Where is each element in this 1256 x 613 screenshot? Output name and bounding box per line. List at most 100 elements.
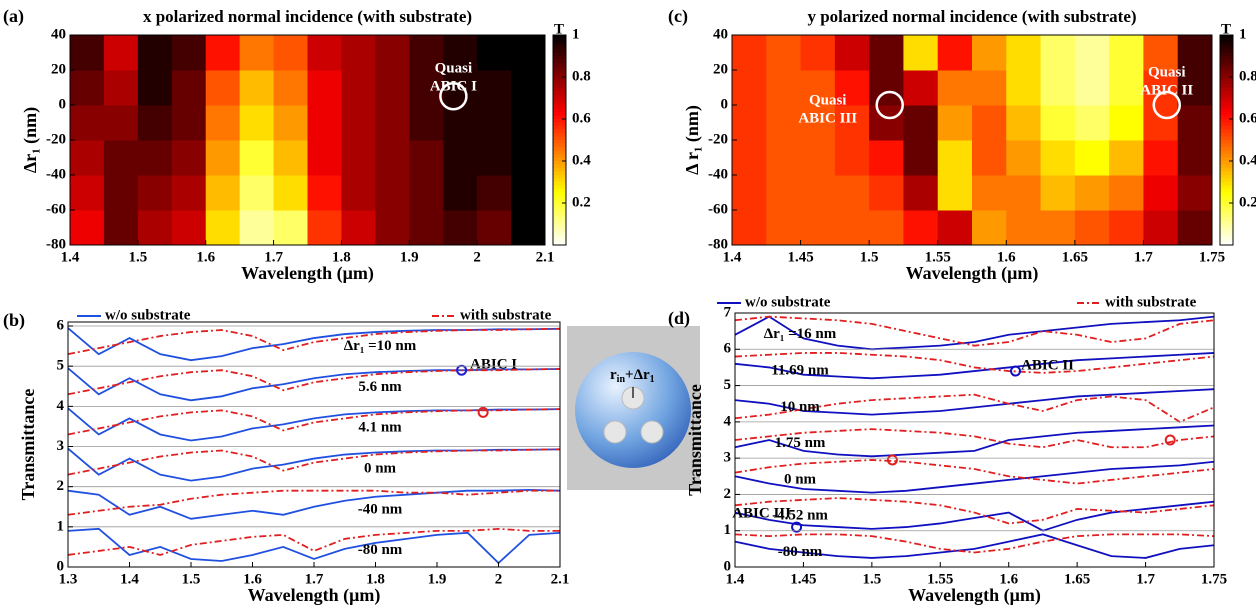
heat-cell bbox=[477, 105, 511, 141]
hole bbox=[604, 421, 626, 443]
heat-cell bbox=[938, 105, 973, 141]
abic-marker bbox=[888, 455, 897, 464]
heat-cell bbox=[732, 70, 767, 106]
heat-cell bbox=[341, 105, 375, 141]
inset: rin+Δr1 bbox=[567, 326, 700, 490]
colorbar-segment bbox=[553, 95, 566, 99]
heat-cell bbox=[70, 175, 104, 211]
y-tick-label: 40 bbox=[713, 26, 728, 42]
colorbar-tick-label: 0.2 bbox=[572, 194, 591, 210]
x-tick-label: 1.75 bbox=[1199, 249, 1225, 265]
colorbar-segment bbox=[553, 88, 566, 92]
heat-cell bbox=[206, 105, 240, 141]
x-tick-label: 1.7 bbox=[1134, 249, 1153, 265]
colorbar-segment bbox=[1220, 214, 1233, 218]
heat-cell bbox=[443, 210, 477, 246]
annotation-text: Quasi bbox=[1148, 64, 1186, 80]
heat-cell bbox=[732, 210, 767, 246]
colorbar-segment bbox=[1220, 119, 1233, 123]
heat-cell bbox=[70, 70, 104, 106]
heat-cell bbox=[801, 140, 836, 176]
heat-cell bbox=[443, 105, 477, 141]
heat-cell bbox=[70, 140, 104, 176]
trace-line bbox=[68, 369, 560, 394]
colorbar-segment bbox=[553, 84, 566, 88]
x-tick-label: 1.45 bbox=[787, 249, 813, 265]
heat-cell bbox=[138, 70, 172, 106]
annotation-text: Quasi bbox=[809, 92, 847, 108]
colorbar-segment bbox=[1220, 172, 1233, 176]
heat-cell bbox=[172, 105, 206, 141]
colorbar-segment bbox=[553, 140, 566, 144]
heat-cell bbox=[274, 175, 308, 211]
heat-cell bbox=[938, 70, 973, 106]
x-tick-label: 1.75 bbox=[1201, 571, 1227, 587]
heat-cell bbox=[341, 175, 375, 211]
x-tick-label: 2.1 bbox=[551, 571, 570, 587]
x-tick-label: 1.5 bbox=[182, 571, 201, 587]
heat-cell bbox=[1041, 70, 1076, 106]
heat-cell bbox=[138, 175, 172, 211]
colorbar-segment bbox=[1220, 238, 1233, 242]
y-axis-label: Transmittance bbox=[18, 389, 38, 501]
y-tick-label: 2 bbox=[57, 478, 65, 494]
heat-cell bbox=[104, 105, 138, 141]
heat-cell bbox=[1109, 175, 1144, 211]
colorbar-segment bbox=[553, 186, 566, 190]
colorbar-segment bbox=[553, 217, 566, 221]
heat-cell bbox=[835, 210, 870, 246]
heat-cell bbox=[443, 175, 477, 211]
colorbar-segment bbox=[553, 228, 566, 232]
heat-cell bbox=[308, 210, 342, 246]
trace-label: 10 nm bbox=[780, 399, 820, 415]
colorbar-segment bbox=[1220, 207, 1233, 211]
annotation-text: ABIC II bbox=[1140, 82, 1193, 98]
heat-cell bbox=[409, 105, 443, 141]
heat-cell bbox=[1109, 70, 1144, 106]
heat-cell bbox=[972, 140, 1007, 176]
heat-cell bbox=[511, 105, 545, 141]
heat-cell bbox=[1178, 140, 1213, 176]
heat-cell bbox=[766, 105, 801, 141]
heat-cell bbox=[903, 70, 938, 106]
panel-label: (a) bbox=[3, 6, 24, 27]
y-tick-label: 6 bbox=[724, 341, 732, 357]
colorbar-segment bbox=[553, 39, 566, 43]
heat-cell bbox=[240, 210, 274, 246]
heat-cell bbox=[375, 175, 409, 211]
y-tick-label: 20 bbox=[713, 61, 728, 77]
heat-cell bbox=[240, 35, 274, 71]
colorbar-segment bbox=[1220, 144, 1233, 148]
y-tick-label: 3 bbox=[57, 438, 65, 454]
x-tick-label: 1.65 bbox=[1062, 249, 1088, 265]
heat-cell bbox=[477, 175, 511, 211]
heat-cell bbox=[1006, 210, 1041, 246]
trace-label: -80 nm bbox=[358, 542, 403, 558]
label-part: +Δr bbox=[625, 367, 650, 383]
colorbar-segment bbox=[1220, 60, 1233, 64]
label-part: 1 bbox=[650, 374, 655, 385]
legend-label: with substrate bbox=[1105, 294, 1197, 310]
trace-label: Δr₁ =10 nm bbox=[344, 338, 417, 354]
colorbar-segment bbox=[1220, 39, 1233, 43]
colorbar-segment bbox=[553, 168, 566, 172]
heat-cell bbox=[732, 105, 767, 141]
x-tick-label: 1.5 bbox=[128, 249, 147, 265]
heat-cell bbox=[375, 210, 409, 246]
heat-cell bbox=[240, 70, 274, 106]
y-tick-label: 5 bbox=[57, 358, 65, 374]
x-tick-label: 1.4 bbox=[120, 571, 139, 587]
heat-cell bbox=[477, 70, 511, 106]
heat-cell bbox=[341, 140, 375, 176]
hole bbox=[641, 421, 663, 443]
heat-cell bbox=[1143, 210, 1178, 246]
heat-cell bbox=[172, 210, 206, 246]
heat-cell bbox=[1178, 105, 1213, 141]
y-tick-label: -40 bbox=[46, 166, 66, 182]
heat-cell bbox=[511, 35, 545, 71]
trace-line bbox=[68, 368, 560, 400]
heat-cell bbox=[1178, 175, 1213, 211]
colorbar-segment bbox=[1220, 49, 1233, 53]
colorbar-segment bbox=[553, 203, 566, 207]
y-tick-label: 0 bbox=[59, 96, 67, 112]
